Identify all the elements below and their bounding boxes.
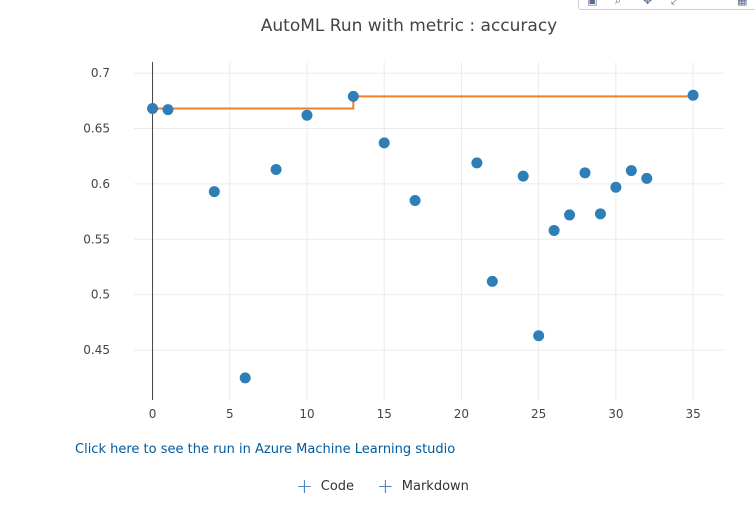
run-points[interactable] <box>147 89 699 384</box>
y-tick-label: 0.7 <box>91 66 110 80</box>
plus-icon: + <box>296 474 313 498</box>
markdown-label: Markdown <box>401 478 469 494</box>
chart-modebar[interactable]: ▣ ⌕ ✥ ⤢ ▦ <box>578 0 755 10</box>
y-tick-label: 0.5 <box>91 288 110 302</box>
x-tick-label: 10 <box>299 407 314 421</box>
zoom-icon[interactable]: ⌕ <box>615 0 622 7</box>
run-point[interactable] <box>517 170 529 182</box>
plus-icon: + <box>377 474 394 498</box>
chart-title: AutoML Run with metric : accuracy <box>261 16 557 36</box>
x-tick-label: 0 <box>149 407 157 421</box>
x-tick-label: 15 <box>377 407 392 421</box>
x-tick-label: 35 <box>685 407 700 421</box>
best-run-step-line <box>152 95 695 110</box>
x-tick-label: 25 <box>531 407 546 421</box>
y-tick-label: 0.45 <box>83 343 110 357</box>
code-label: Code <box>320 478 355 494</box>
cell-actions: + Code + Markdown <box>0 476 755 500</box>
plotly-logo-icon[interactable]: ▦ <box>737 0 748 7</box>
y-axis-ticks: 0.45 0.5 0.55 0.6 0.65 0.7 <box>83 66 110 357</box>
y-tick-label: 0.55 <box>83 232 110 246</box>
run-point[interactable] <box>625 165 637 177</box>
run-point[interactable] <box>162 104 174 116</box>
x-axis-ticks: 0 5 10 15 20 25 30 35 <box>149 407 701 421</box>
run-point[interactable] <box>239 372 251 384</box>
run-point[interactable] <box>594 208 606 220</box>
run-point[interactable] <box>486 275 498 287</box>
run-point[interactable] <box>471 157 483 169</box>
azure-ml-studio-link[interactable]: Click here to see the run in Azure Machi… <box>75 442 456 457</box>
x-tick-label: 30 <box>608 407 623 421</box>
accuracy-chart: AutoML Run with metric : accuracy 0 5 10 15… <box>83 16 724 421</box>
run-point[interactable] <box>687 89 699 101</box>
run-point[interactable] <box>579 167 591 179</box>
run-point[interactable] <box>147 103 159 115</box>
run-point[interactable] <box>610 181 622 193</box>
run-point[interactable] <box>564 209 576 221</box>
run-point[interactable] <box>409 195 421 207</box>
grid <box>134 62 724 400</box>
run-point[interactable] <box>641 172 653 184</box>
run-point[interactable] <box>533 330 545 342</box>
run-point[interactable] <box>301 109 313 121</box>
run-point[interactable] <box>347 90 359 102</box>
pan-icon[interactable]: ✥ <box>643 0 653 7</box>
camera-icon[interactable]: ▣ <box>587 0 598 7</box>
best-run-line <box>152 95 695 110</box>
y-tick-label: 0.65 <box>83 121 110 135</box>
x-tick-label: 20 <box>454 407 469 421</box>
y-tick-label: 0.6 <box>91 177 110 191</box>
run-point[interactable] <box>208 186 220 198</box>
add-markdown-cell-button[interactable]: + Markdown <box>377 476 469 496</box>
add-code-cell-button[interactable]: + Code <box>296 476 354 496</box>
autoscale-icon[interactable]: ⤢ <box>671 0 680 7</box>
run-point[interactable] <box>270 163 282 175</box>
run-point[interactable] <box>378 137 390 149</box>
x-tick-label: 5 <box>226 407 234 421</box>
run-point[interactable] <box>548 224 560 236</box>
